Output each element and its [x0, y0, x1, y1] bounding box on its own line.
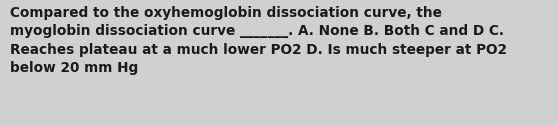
- Text: Compared to the oxyhemoglobin dissociation curve, the
myoglobin dissociation cur: Compared to the oxyhemoglobin dissociati…: [10, 6, 507, 75]
